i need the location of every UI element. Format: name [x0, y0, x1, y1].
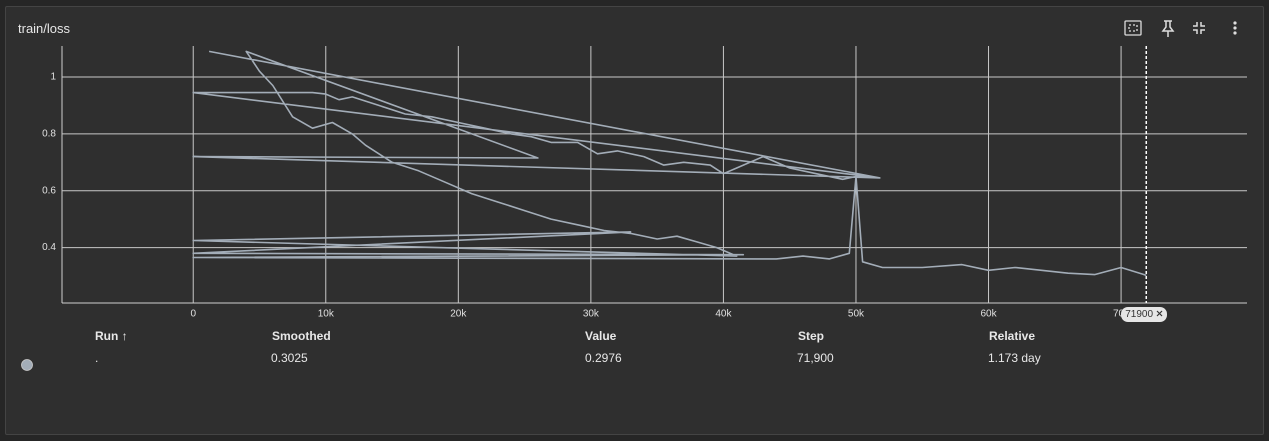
run-name: .	[95, 351, 99, 365]
column-header[interactable]: Value	[585, 329, 617, 343]
x-tick-label: 50k	[848, 309, 865, 320]
loss-line	[192, 50, 1147, 277]
more-button[interactable]	[1233, 21, 1237, 35]
value-cell: 0.2976	[585, 351, 622, 365]
column-header[interactable]: Run ↑	[95, 329, 128, 343]
y-tick-label: 0.6	[42, 185, 56, 196]
toolbar	[1124, 20, 1237, 37]
collapse-button[interactable]	[1193, 22, 1205, 34]
hover-step-label: 71900	[1125, 309, 1154, 320]
run-swatch	[21, 359, 33, 371]
hover-step-chip[interactable]: 71900	[1121, 307, 1167, 322]
close-icon[interactable]	[1156, 310, 1163, 317]
x-tick-label: 10k	[318, 309, 335, 320]
fit-domain-button[interactable]	[1124, 20, 1142, 36]
y-tick-label: 1	[50, 72, 56, 83]
x-tick-label: 30k	[583, 309, 600, 320]
x-tick-label: 20k	[450, 309, 467, 320]
smoothed-cell: 0.3025	[271, 351, 308, 365]
x-tick-label: 40k	[715, 309, 732, 320]
column-header[interactable]: Relative	[989, 329, 1036, 343]
column-header[interactable]: Smoothed	[272, 329, 331, 343]
column-header[interactable]: Step	[798, 329, 825, 343]
y-tick-label: 0.4	[42, 242, 56, 253]
chart: 0.40.60.81010k20k30k40k50k60k70k	[42, 46, 1247, 320]
y-tick-label: 0.8	[42, 129, 56, 140]
card-title: train/loss	[18, 21, 71, 36]
legend-dot	[21, 359, 33, 371]
pin-button[interactable]	[1161, 20, 1175, 37]
x-tick-label: 0	[190, 309, 196, 320]
relative-cell: 1.173 day	[988, 351, 1041, 365]
step-cell: 71,900	[797, 351, 834, 365]
x-tick-label: 60k	[980, 309, 997, 320]
